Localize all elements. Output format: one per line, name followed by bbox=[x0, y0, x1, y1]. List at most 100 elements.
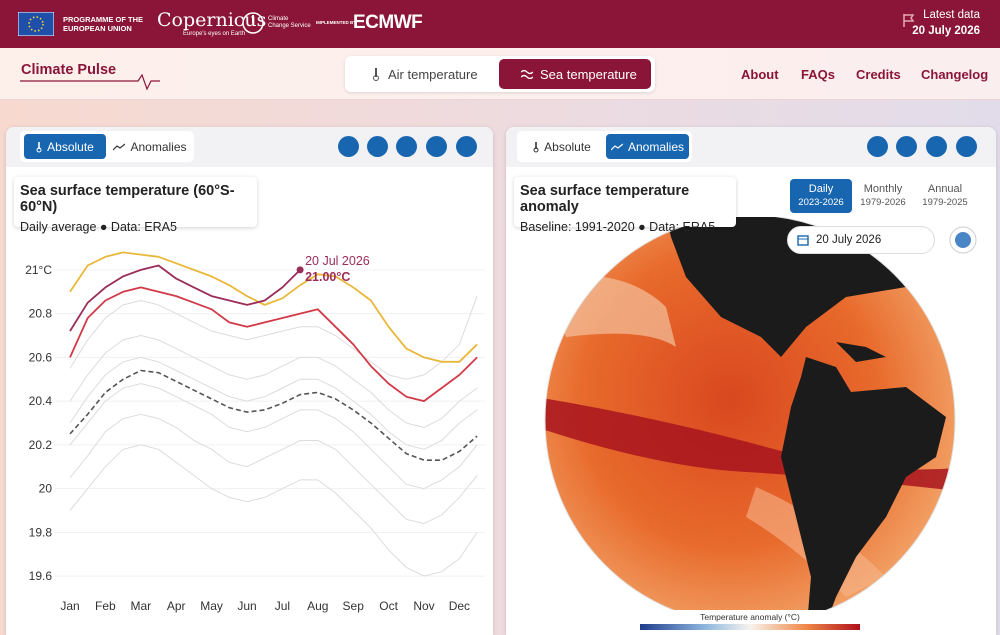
icon-button[interactable] bbox=[396, 136, 417, 157]
y-tick-label: 20.2 bbox=[29, 438, 53, 452]
date-value: 20 July 2026 bbox=[816, 234, 882, 246]
series-line bbox=[69, 335, 478, 428]
icon-button[interactable] bbox=[367, 136, 388, 157]
x-tick-label: Oct bbox=[379, 599, 398, 613]
chart-title: Sea surface temperature (60°S-60°N) bbox=[20, 183, 235, 215]
y-tick-label: 21°C bbox=[25, 263, 52, 277]
eu-flag bbox=[18, 12, 54, 36]
x-tick-label: Jul bbox=[275, 599, 290, 613]
c3s-logo bbox=[242, 12, 264, 34]
toggle-label: Anomalies bbox=[130, 139, 187, 154]
icon-button[interactable] bbox=[867, 136, 888, 157]
series-line bbox=[69, 264, 301, 332]
period-label: Daily bbox=[808, 183, 834, 195]
toggle-label: Absolute bbox=[544, 139, 591, 154]
series-line bbox=[69, 413, 478, 525]
toggle-active[interactable]: Anomalies bbox=[606, 134, 689, 159]
eu-text: PROGRAMME OF THE EUROPEAN UNION bbox=[63, 15, 143, 33]
x-tick-label: Apr bbox=[167, 599, 186, 613]
copernicus-logo: Copernicus bbox=[157, 9, 267, 31]
x-tick-label: Feb bbox=[95, 599, 116, 613]
icon-button[interactable] bbox=[456, 136, 477, 157]
eu-line: EUROPEAN UNION bbox=[63, 24, 132, 33]
series-line bbox=[69, 295, 478, 380]
toggle-label: Absolute bbox=[47, 139, 94, 154]
header: PROGRAMME OF THE EUROPEAN UNION Copernicu… bbox=[0, 0, 1000, 48]
icon-button[interactable] bbox=[956, 136, 977, 157]
icon-button[interactable] bbox=[338, 136, 359, 157]
thermo-icon bbox=[36, 141, 42, 152]
tab-active[interactable]: Sea temperature bbox=[499, 59, 651, 89]
trend-icon bbox=[610, 143, 623, 150]
series-line bbox=[69, 251, 478, 363]
toggle-active[interactable]: Absolute bbox=[24, 134, 106, 159]
tab-label: Air temperature bbox=[388, 66, 478, 82]
series-line bbox=[69, 383, 478, 490]
toggle[interactable]: Absolute bbox=[521, 134, 603, 159]
x-tick-label: Jun bbox=[237, 599, 256, 613]
c3s-text: Climate Change Service bbox=[268, 16, 311, 30]
y-tick-label: 19.6 bbox=[29, 569, 53, 583]
right-panel: Absolute Anomalies Temperature anomaly (… bbox=[506, 127, 996, 635]
annotation-date: 20 Jul 2026 bbox=[305, 254, 370, 268]
icon-button[interactable] bbox=[896, 136, 917, 157]
x-tick-label: Aug bbox=[307, 599, 328, 613]
nav-link[interactable]: About bbox=[741, 67, 779, 82]
reference-line bbox=[69, 369, 478, 461]
latest-point bbox=[296, 266, 304, 274]
globe-button[interactable] bbox=[949, 226, 977, 254]
tab[interactable]: Air temperature bbox=[362, 59, 492, 89]
period[interactable]: Annual 1979-2025 bbox=[914, 179, 976, 213]
series-line bbox=[69, 356, 478, 450]
series-line bbox=[69, 286, 478, 402]
nav-link[interactable]: Changelog bbox=[921, 67, 989, 82]
period-range: 1979-2026 bbox=[860, 197, 906, 208]
x-tick-label: Jan bbox=[60, 599, 79, 613]
thermo-icon bbox=[373, 68, 379, 81]
thermo-icon bbox=[533, 141, 539, 152]
trend-icon bbox=[113, 143, 126, 150]
brand-pulse bbox=[20, 74, 160, 91]
date-input[interactable]: 20 July 2026 bbox=[787, 226, 935, 254]
calendar-icon bbox=[797, 235, 809, 246]
y-tick-label: 20.8 bbox=[29, 307, 53, 321]
nav-link[interactable]: FAQs bbox=[801, 67, 835, 82]
map-title: Sea surface temperature anomaly bbox=[520, 183, 690, 215]
x-tick-label: Nov bbox=[413, 599, 434, 613]
period-active[interactable]: Daily 2023-2026 bbox=[790, 179, 852, 213]
annotation-value: 21.00°C bbox=[305, 270, 350, 284]
toggle-label: Anomalies bbox=[627, 139, 685, 154]
map-title-card: Sea surface temperature anomaly Baseline… bbox=[514, 177, 736, 234]
ecmwf-logo: ECMWF bbox=[353, 12, 423, 33]
left-panel: Absolute Anomalies Sea surface temperatu… bbox=[6, 127, 493, 635]
x-tick-label: May bbox=[200, 599, 223, 613]
c3s-line: Climate bbox=[268, 16, 289, 22]
y-tick-label: 20 bbox=[39, 482, 53, 496]
series-line bbox=[69, 444, 478, 577]
brand[interactable]: Climate Pulse bbox=[21, 62, 117, 78]
period-range: 1979-2025 bbox=[922, 197, 968, 208]
x-tick-label: Sep bbox=[343, 599, 365, 613]
period-label: Annual bbox=[927, 183, 963, 195]
map-subtitle: Baseline: 1991-2020 ● Data: ERA5 bbox=[520, 220, 716, 234]
c3s-line: Change Service bbox=[268, 23, 311, 29]
x-tick-label: Mar bbox=[130, 599, 151, 613]
colorbar-title: Temperature anomaly (°C) bbox=[700, 612, 800, 622]
y-tick-label: 19.8 bbox=[29, 525, 53, 539]
tab-label: Sea temperature bbox=[540, 66, 637, 82]
latest-label: Latest data bbox=[923, 9, 980, 21]
period[interactable]: Monthly 1979-2026 bbox=[852, 179, 914, 213]
toggle[interactable]: Anomalies bbox=[108, 134, 192, 159]
latest-date: 20 July 2026 bbox=[912, 25, 980, 37]
chart-title-card: Sea surface temperature (60°S-60°N) Dail… bbox=[14, 177, 257, 234]
implemented-by: IMPLEMENTED BY bbox=[316, 20, 357, 25]
period-label: Monthly bbox=[863, 183, 903, 195]
latest-icon bbox=[903, 14, 915, 27]
nav-link[interactable]: Credits bbox=[856, 67, 901, 82]
colorbar bbox=[640, 624, 860, 630]
icon-button[interactable] bbox=[426, 136, 447, 157]
icon-button[interactable] bbox=[926, 136, 947, 157]
line-chart: 19.6 19.8 20 20.2 20.4 20.6 20.8 21°C Jan Feb Mar A… bbox=[25, 251, 485, 613]
wave-icon bbox=[521, 69, 533, 79]
globe: Temperature anomaly (°C) bbox=[544, 217, 956, 635]
